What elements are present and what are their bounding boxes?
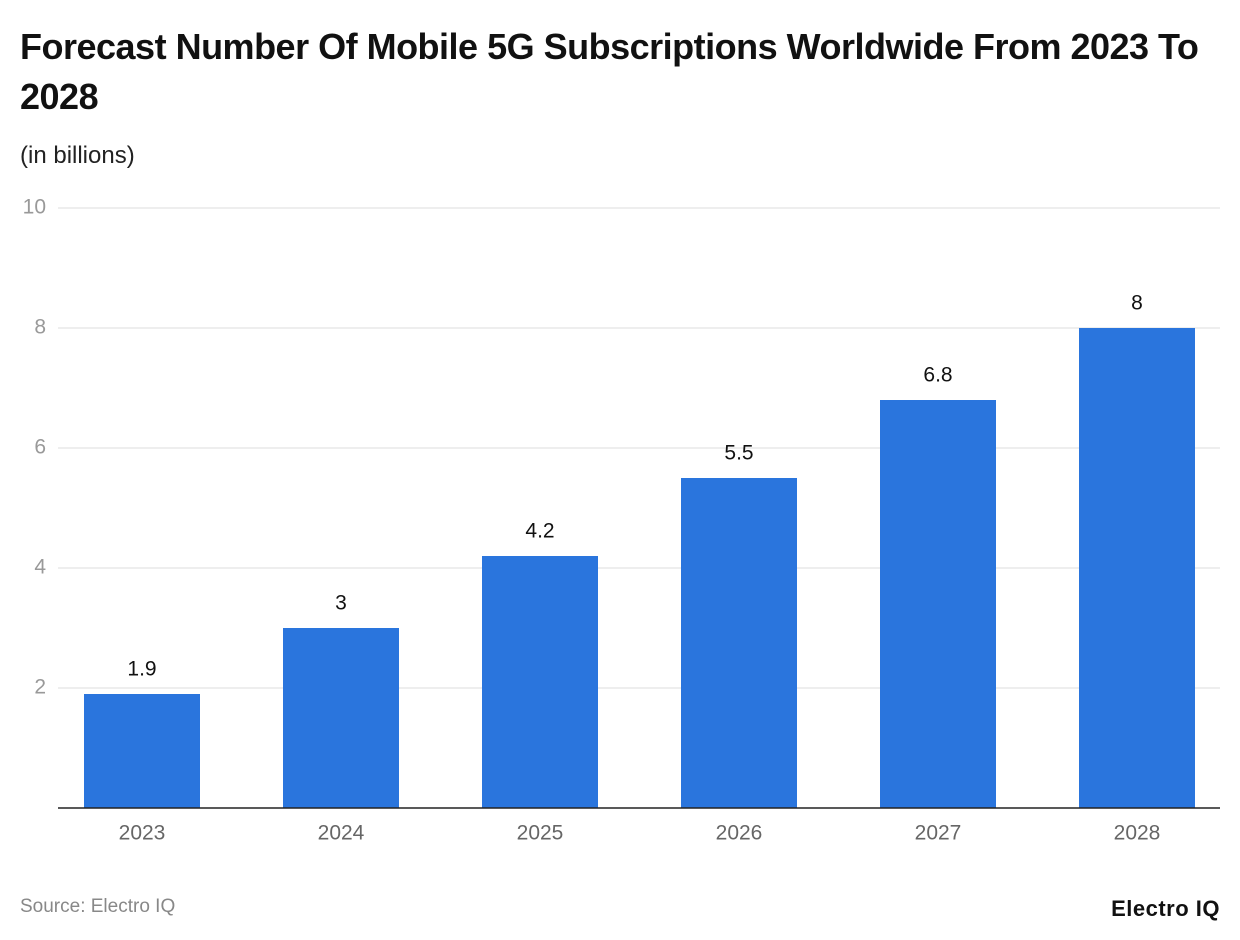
data-label: 4.2 [525,520,554,543]
data-label: 5.5 [724,442,753,465]
x-tick-label: 2026 [716,822,763,845]
data-label: 6.8 [923,364,952,387]
bar [283,628,399,808]
y-tick-label: 10 [23,196,46,219]
data-label: 3 [335,592,347,615]
x-tick-label: 2027 [915,822,962,845]
bar [681,478,797,808]
x-tick-label: 2028 [1114,822,1161,845]
y-tick-label: 8 [34,316,46,339]
bar [880,400,996,808]
x-tick-label: 2025 [517,822,564,845]
y-tick-label: 4 [34,556,46,579]
x-tick-label: 2023 [119,822,166,845]
y-tick-label: 6 [34,436,46,459]
bar [482,556,598,808]
source: Source: Electro IQ [20,896,176,917]
chart-subtitle: (in billions) [20,142,135,169]
x-tick-label: 2024 [318,822,365,845]
y-tick-label: 2 [34,676,46,699]
brand-logo: Electro IQ [1111,896,1220,921]
chart-title: Forecast Number Of Mobile 5G Subscriptio… [20,26,1199,117]
bar [84,694,200,808]
data-label: 1.9 [127,658,156,681]
chart: 2 4 6 8 10 1.9 2023 3 2024 4.2 2025 5.5 2026 6.8 2027 8… [23,196,1220,845]
data-label: 8 [1131,292,1143,315]
bar [1079,328,1195,808]
